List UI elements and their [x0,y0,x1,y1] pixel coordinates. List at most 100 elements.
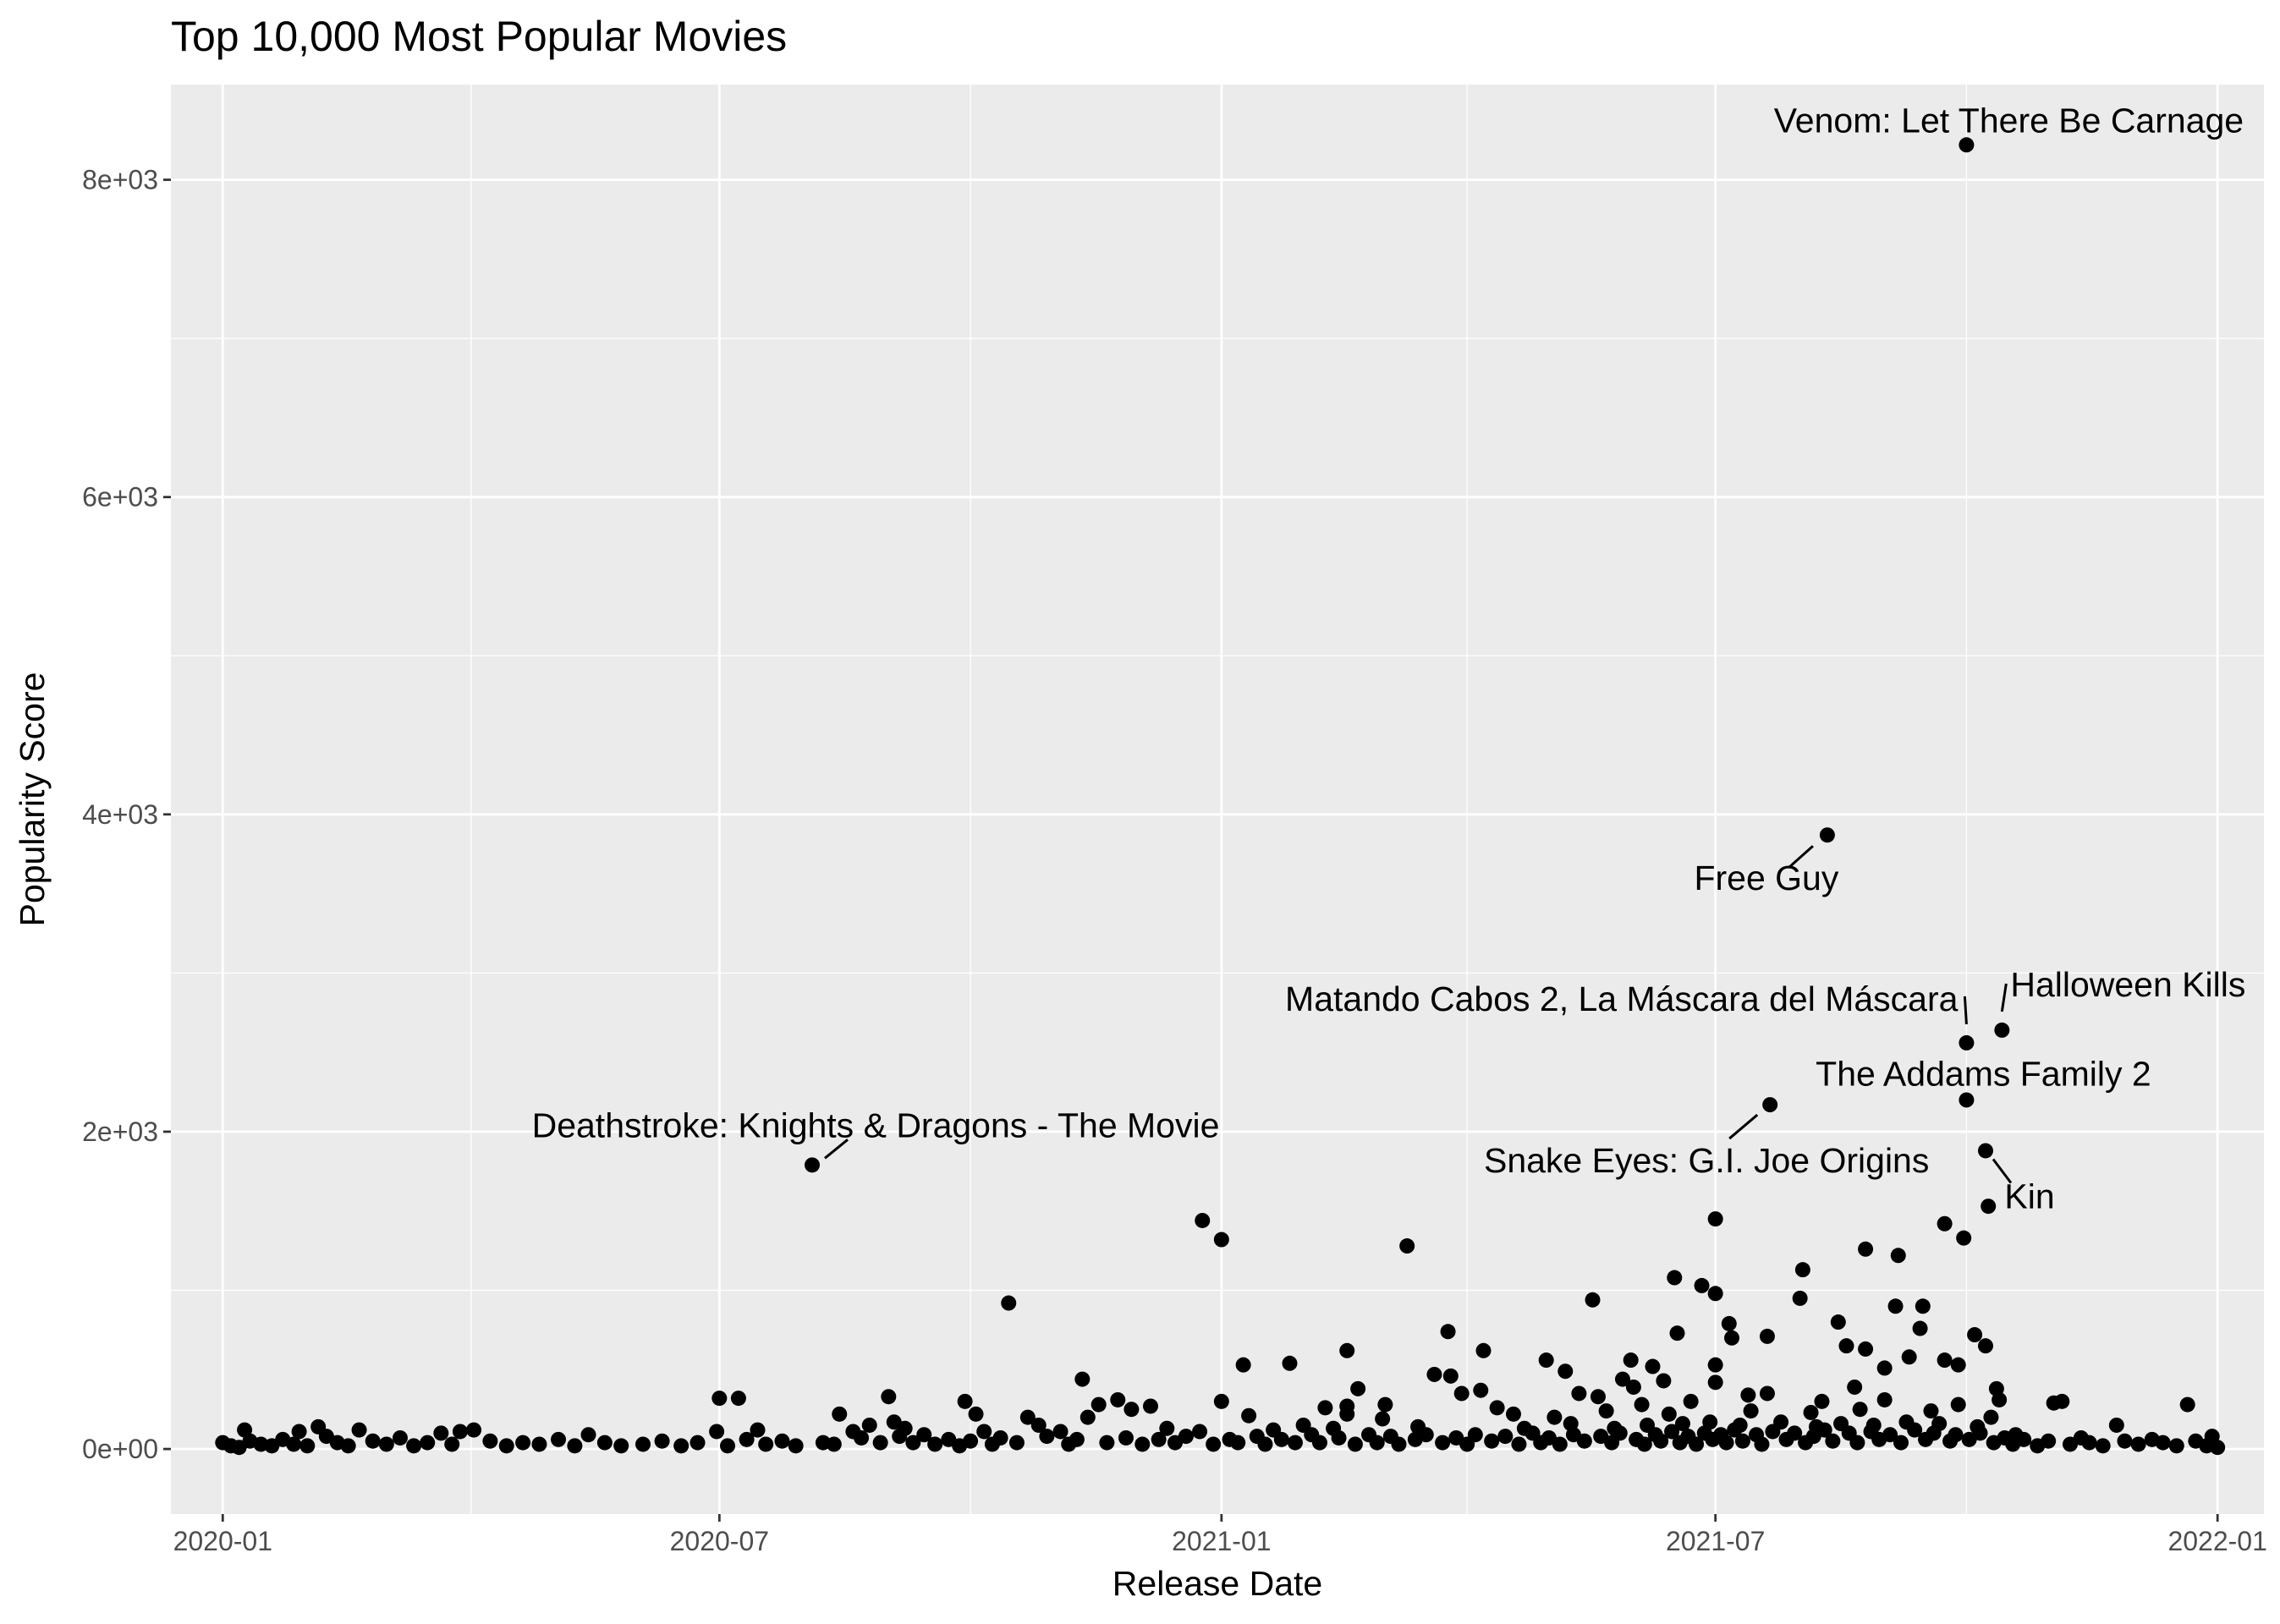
data-point [1645,1358,1661,1374]
data-point [531,1436,547,1452]
data-point [1926,1425,1942,1441]
data-point [291,1424,307,1440]
data-point-labeled [1819,827,1835,843]
data-point [1339,1342,1355,1358]
x-tick-label: 2022-01 [2167,1526,2266,1556]
data-point [1110,1391,1126,1407]
data-point [1743,1403,1759,1419]
data-point [2155,1435,2171,1451]
data-point [1317,1400,1333,1416]
data-point [1282,1355,1298,1371]
data-point [1950,1357,1966,1373]
y-tick-label: 2e+03 [82,1116,158,1147]
data-point [1937,1215,1953,1232]
data-point [340,1438,356,1454]
data-point [1489,1400,1505,1416]
data-point [1849,1435,1865,1451]
data-point [1135,1436,1151,1452]
data-point [2062,1436,2078,1452]
data-point [1287,1435,1303,1451]
data-point [1847,1379,1863,1395]
point-annotation-label: The Addams Family 2 [1816,1054,2151,1093]
data-point [1418,1427,1434,1443]
data-point [905,1435,921,1451]
data-point [365,1433,381,1449]
data-point [1001,1295,1017,1311]
data-point [881,1389,897,1405]
data-point [1636,1436,1652,1452]
data-point [758,1436,774,1452]
data-point [1399,1238,1415,1254]
data-point [1195,1212,1211,1228]
data-point [1467,1427,1483,1443]
data-point [613,1438,629,1454]
data-point [1689,1436,1705,1452]
data-point [1694,1277,1710,1293]
data-point [1674,1416,1690,1432]
data-point [551,1431,567,1447]
data-point [1074,1371,1091,1387]
data-point-labeled [1959,1092,1975,1108]
point-annotation-label: Halloween Kills [2010,965,2245,1004]
data-point [916,1427,932,1443]
x-tick-label: 2020-07 [670,1526,769,1556]
data-point [1614,1371,1630,1387]
data-point [1707,1374,1723,1391]
data-point [2095,1438,2111,1454]
data-point [1213,1232,1229,1248]
data-point [1948,1427,1964,1443]
data-point-labeled [1994,1022,2010,1038]
data-point [720,1438,736,1454]
data-point [1538,1352,1554,1369]
data-point [1887,1298,1904,1314]
data-point [1339,1406,1355,1422]
data-point [1734,1433,1750,1449]
data-point [1347,1436,1363,1452]
data-point [1473,1382,1489,1398]
data-point [927,1436,943,1452]
data-point [1124,1402,1140,1418]
data-point [1656,1373,1672,1389]
data-point [1882,1427,1898,1443]
data-point [1118,1429,1134,1446]
data-points [215,137,2226,1456]
x-tick-label: 2021-01 [1172,1526,1271,1556]
data-point [1484,1433,1500,1449]
data-point [1547,1409,1563,1425]
data-point [1039,1429,1055,1445]
data-point [406,1438,422,1454]
x-tick-label: 2020-01 [173,1526,272,1556]
data-point [1475,1342,1492,1358]
data-point [1661,1406,1677,1422]
data-point [392,1429,408,1446]
annotation-leader-line [2000,983,2008,1012]
data-point [1585,1292,1601,1308]
data-point [1426,1366,1442,1382]
data-point [1598,1403,1614,1419]
data-point [1740,1387,1756,1403]
data-point [2168,1438,2184,1454]
data-point [1893,1435,1909,1451]
data-point [861,1417,877,1433]
data-point [1442,1368,1459,1384]
data-point [1552,1436,1568,1452]
data-point [635,1436,651,1452]
data-point [832,1406,848,1422]
annotation-leader-line [1992,1158,2013,1184]
data-point [963,1433,979,1449]
x-axis-ticks: 2020-01 2020-07 2021-01 2021-07 2022-01 [173,1514,2267,1556]
data-point [1858,1241,1874,1257]
data-point [1876,1360,1893,1376]
data-point [1825,1433,1841,1449]
point-annotation-label: Kin [2004,1177,2054,1215]
data-point [1816,1422,1832,1438]
data-point [1230,1435,1246,1451]
point-annotation-label: Free Guy [1694,859,1838,897]
data-point [750,1422,766,1438]
data-point [1803,1404,1819,1420]
data-point [1505,1406,1521,1422]
data-point [1634,1396,1650,1413]
data-point-labeled [1977,1143,1993,1159]
data-point [1912,1320,1928,1336]
data-point [1724,1330,1740,1346]
